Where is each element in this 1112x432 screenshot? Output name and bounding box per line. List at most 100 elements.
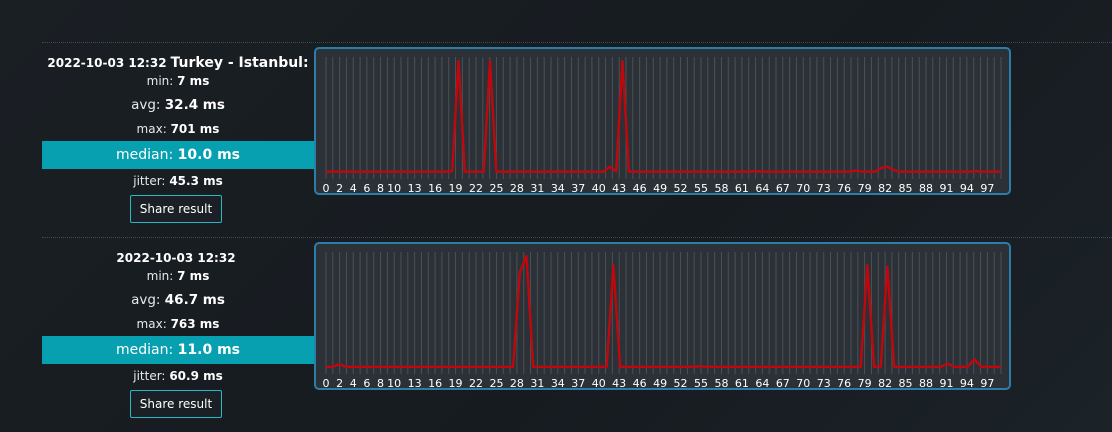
middle-divider bbox=[42, 237, 1112, 238]
result-timestamp: 2022-10-03 12:32 bbox=[47, 56, 167, 70]
share-result-button[interactable]: Share result bbox=[130, 390, 222, 418]
x-tick-label: 64 bbox=[755, 182, 769, 195]
stat-jitter-label: jitter: bbox=[133, 369, 166, 383]
x-tick-label: 91 bbox=[939, 377, 953, 390]
result-header: 2022-10-03 12:32 Turkey - Istanbul: bbox=[42, 52, 314, 71]
x-tick-label: 85 bbox=[899, 182, 913, 195]
x-tick-label: 79 bbox=[858, 377, 872, 390]
x-tick-label: 76 bbox=[837, 182, 851, 195]
stat-min-value: 7 ms bbox=[177, 74, 210, 88]
x-tick-label: 0 bbox=[323, 182, 330, 195]
x-tick-label: 73 bbox=[817, 377, 831, 390]
stat-max-value: 701 ms bbox=[170, 122, 220, 136]
stat-min: min: 7 ms bbox=[42, 269, 314, 283]
x-tick-label: 49 bbox=[653, 377, 667, 390]
result-location: Turkey - Istanbul: bbox=[170, 55, 309, 71]
stat-min-label: min: bbox=[146, 269, 174, 283]
stat-min: min: 7 ms bbox=[42, 74, 314, 88]
stat-avg-value: 32.4 ms bbox=[164, 97, 225, 113]
stat-jitter-label: jitter: bbox=[133, 174, 166, 188]
x-tick-label: 25 bbox=[489, 377, 503, 390]
x-tick-label: 61 bbox=[735, 182, 749, 195]
latency-series-line bbox=[326, 59, 1001, 173]
stat-jitter-value: 45.3 ms bbox=[169, 174, 223, 188]
stat-min-label: min: bbox=[146, 74, 174, 88]
x-tick-label: 4 bbox=[350, 182, 357, 195]
x-tick-label: 40 bbox=[592, 377, 606, 390]
x-tick-label: 31 bbox=[530, 377, 544, 390]
result-timestamp: 2022-10-03 12:32 bbox=[116, 251, 236, 265]
x-tick-label: 52 bbox=[674, 182, 688, 195]
x-tick-label: 4 bbox=[350, 377, 357, 390]
x-tick-label: 2 bbox=[336, 377, 343, 390]
x-tick-label: 10 bbox=[387, 182, 401, 195]
x-tick-label: 94 bbox=[960, 377, 974, 390]
x-tick-label: 97 bbox=[980, 377, 994, 390]
x-tick-label: 85 bbox=[899, 377, 913, 390]
x-tick-label: 55 bbox=[694, 377, 708, 390]
x-tick-label: 64 bbox=[755, 377, 769, 390]
x-tick-label: 88 bbox=[919, 182, 933, 195]
stat-max-value: 763 ms bbox=[170, 317, 220, 331]
x-tick-label: 91 bbox=[939, 182, 953, 195]
x-tick-label: 97 bbox=[980, 182, 994, 195]
x-tick-label: 37 bbox=[571, 377, 585, 390]
x-tick-label: 34 bbox=[551, 377, 565, 390]
latency-chart: 0 2 4 6 8 10 13 16 19 22 25 28 31 34 37 40 43 46 49 52 55 58 6… bbox=[314, 47, 1011, 195]
x-tick-label: 49 bbox=[653, 182, 667, 195]
latency-chart: 0 2 4 6 8 10 13 16 19 22 25 28 31 34 37 40 43 46 49 52 55 58 6… bbox=[314, 242, 1011, 390]
x-tick-label: 6 bbox=[363, 377, 370, 390]
x-tick-label: 70 bbox=[796, 377, 810, 390]
stat-median-value: 11.0 ms bbox=[177, 342, 240, 358]
x-tick-label: 13 bbox=[408, 182, 422, 195]
x-tick-label: 46 bbox=[633, 377, 647, 390]
x-tick-label: 40 bbox=[592, 182, 606, 195]
x-tick-label: 46 bbox=[633, 182, 647, 195]
stat-max: max: 701 ms bbox=[42, 122, 314, 136]
x-tick-label: 52 bbox=[674, 377, 688, 390]
x-tick-label: 82 bbox=[878, 182, 892, 195]
x-tick-label: 28 bbox=[510, 182, 524, 195]
x-tick-label: 58 bbox=[714, 182, 728, 195]
top-divider bbox=[42, 42, 1112, 43]
x-tick-label: 16 bbox=[428, 377, 442, 390]
x-tick-label: 25 bbox=[489, 182, 503, 195]
x-tick-label: 67 bbox=[776, 182, 790, 195]
x-tick-label: 76 bbox=[837, 377, 851, 390]
x-tick-label: 34 bbox=[551, 182, 565, 195]
x-tick-label: 10 bbox=[387, 377, 401, 390]
stat-avg-label: avg: bbox=[131, 292, 161, 308]
latency-chart-svg: 0 2 4 6 8 10 13 16 19 22 25 28 31 34 37 40 43 46 49 52 55 58 6… bbox=[323, 57, 1002, 195]
x-tick-label: 88 bbox=[919, 377, 933, 390]
x-tick-label: 67 bbox=[776, 377, 790, 390]
result-header: 2022-10-03 12:32 bbox=[42, 247, 314, 266]
stat-max-label: max: bbox=[136, 317, 167, 331]
stat-min-value: 7 ms bbox=[177, 269, 210, 283]
share-result-button[interactable]: Share result bbox=[130, 195, 222, 223]
x-tick-label: 31 bbox=[530, 182, 544, 195]
stat-jitter: jitter: 60.9 ms bbox=[42, 369, 314, 383]
x-tick-label: 28 bbox=[510, 377, 524, 390]
stats-panel: 2022-10-03 12:32 Turkey - Istanbul: min: … bbox=[42, 42, 314, 232]
stat-median-label: median: bbox=[116, 147, 174, 163]
stats-panel: 2022-10-03 12:32 min: 7 ms avg: 46.7 ms … bbox=[42, 237, 314, 427]
stat-avg-label: avg: bbox=[131, 97, 161, 113]
x-tick-label: 6 bbox=[363, 182, 370, 195]
stat-median-value: 10.0 ms bbox=[177, 147, 240, 163]
x-tick-label: 58 bbox=[714, 377, 728, 390]
stat-median: median: 10.0 ms bbox=[42, 141, 314, 169]
x-tick-label: 13 bbox=[408, 377, 422, 390]
stat-avg: avg: 32.4 ms bbox=[42, 97, 314, 113]
ping-result-2: 2022-10-03 12:32 min: 7 ms avg: 46.7 ms … bbox=[42, 237, 1042, 427]
stat-avg-value: 46.7 ms bbox=[164, 292, 225, 308]
x-tick-label: 22 bbox=[469, 377, 483, 390]
stat-max-label: max: bbox=[136, 122, 167, 136]
stat-jitter: jitter: 45.3 ms bbox=[42, 174, 314, 188]
x-tick-label: 55 bbox=[694, 182, 708, 195]
x-tick-label: 70 bbox=[796, 182, 810, 195]
stat-max: max: 763 ms bbox=[42, 317, 314, 331]
x-tick-label: 19 bbox=[449, 377, 463, 390]
x-tick-label: 61 bbox=[735, 377, 749, 390]
stat-median: median: 11.0 ms bbox=[42, 336, 314, 364]
ping-result-1: 2022-10-03 12:32 Turkey - Istanbul: min: … bbox=[42, 42, 1042, 232]
